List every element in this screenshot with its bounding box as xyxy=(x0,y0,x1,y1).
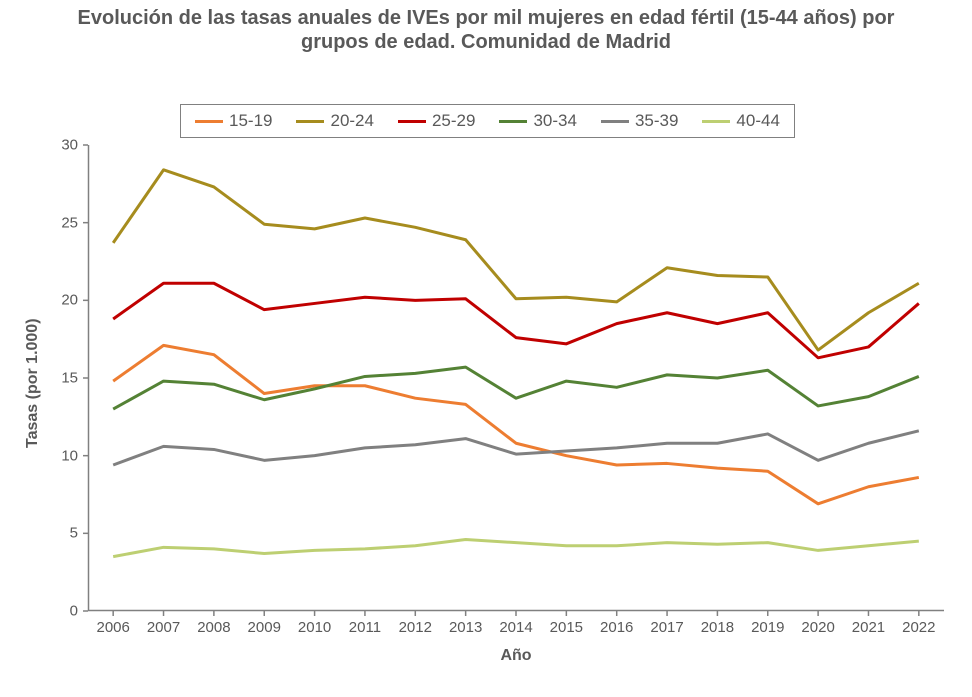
legend-item: 40-44 xyxy=(702,111,779,131)
legend-item: 25-29 xyxy=(398,111,475,131)
legend-item: 20-24 xyxy=(296,111,373,131)
legend-label: 40-44 xyxy=(736,111,779,131)
x-tick-label: 2021 xyxy=(852,619,885,636)
y-tick-label: 15 xyxy=(48,370,78,387)
x-tick-label: 2011 xyxy=(349,619,381,636)
legend-swatch xyxy=(195,120,223,123)
x-tick-label: 2017 xyxy=(650,619,683,636)
x-tick-label: 2022 xyxy=(902,619,935,636)
plot-area xyxy=(88,145,944,611)
legend: 15-19 20-24 25-29 30-34 35-39 40-44 xyxy=(180,104,795,138)
series-line xyxy=(113,540,919,557)
x-tick-label: 2013 xyxy=(449,619,482,636)
y-tick-label: 0 xyxy=(48,603,78,620)
series-line xyxy=(113,170,919,350)
legend-item: 15-19 xyxy=(195,111,272,131)
legend-swatch xyxy=(601,120,629,123)
chart-container: { "chart": { "type": "line", "title_line… xyxy=(0,0,972,697)
legend-label: 20-24 xyxy=(330,111,373,131)
series-line xyxy=(113,431,919,465)
series-line xyxy=(113,367,919,409)
chart-title: Evolución de las tasas anuales de IVEs p… xyxy=(40,6,932,54)
x-tick-label: 2016 xyxy=(600,619,633,636)
x-tick-label: 2008 xyxy=(197,619,230,636)
x-tick-label: 2006 xyxy=(96,619,129,636)
x-tick-label: 2010 xyxy=(298,619,331,636)
series-line xyxy=(113,345,919,503)
x-axis-label: Año xyxy=(88,647,944,665)
legend-swatch xyxy=(702,120,730,123)
x-tick-label: 2018 xyxy=(701,619,734,636)
chart-title-line1: Evolución de las tasas anuales de IVEs p… xyxy=(78,7,895,29)
x-tick-label: 2009 xyxy=(248,619,281,636)
y-tick-label: 10 xyxy=(48,447,78,464)
legend-label: 30-34 xyxy=(533,111,576,131)
x-tick-label: 2014 xyxy=(499,619,532,636)
x-tick-label: 2015 xyxy=(550,619,583,636)
x-tick-label: 2019 xyxy=(751,619,784,636)
x-tick-label: 2007 xyxy=(147,619,180,636)
legend-swatch xyxy=(296,120,324,123)
legend-swatch xyxy=(499,120,527,123)
y-tick-label: 5 xyxy=(48,525,78,542)
y-tick-label: 30 xyxy=(48,137,78,154)
legend-item: 30-34 xyxy=(499,111,576,131)
chart-title-line2: grupos de edad. Comunidad de Madrid xyxy=(301,31,671,53)
y-tick-label: 25 xyxy=(48,214,78,231)
y-tick-label: 20 xyxy=(48,292,78,309)
x-tick-label: 2012 xyxy=(399,619,432,636)
legend-label: 35-39 xyxy=(635,111,678,131)
y-axis-label: Tasas (por 1.000) xyxy=(24,318,42,448)
x-tick-label: 2020 xyxy=(801,619,834,636)
legend-swatch xyxy=(398,120,426,123)
legend-label: 25-29 xyxy=(432,111,475,131)
legend-label: 15-19 xyxy=(229,111,272,131)
legend-item: 35-39 xyxy=(601,111,678,131)
